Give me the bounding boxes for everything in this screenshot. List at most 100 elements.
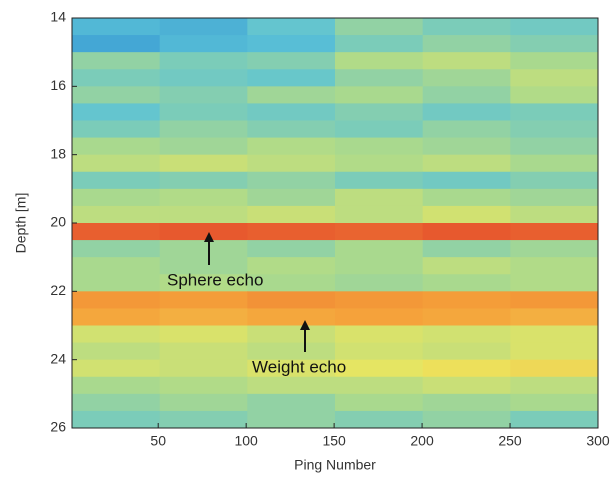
x-tick-label: 50 bbox=[150, 433, 166, 449]
heatmap-cell bbox=[72, 137, 161, 156]
heatmap-cell bbox=[422, 86, 511, 104]
heatmap-cell bbox=[510, 257, 599, 275]
heatmap-cell bbox=[159, 171, 248, 190]
heatmap-cell bbox=[247, 35, 336, 53]
heatmap-cell bbox=[159, 86, 248, 104]
heatmap-cell bbox=[510, 188, 599, 207]
heatmap-cell bbox=[510, 325, 599, 344]
annotation-arrowhead bbox=[204, 232, 214, 242]
heatmap-cell bbox=[72, 291, 161, 309]
annotation: Weight echo bbox=[252, 357, 346, 376]
heatmap-cell bbox=[247, 52, 336, 70]
heatmap-cell bbox=[510, 410, 599, 429]
heatmap-cell bbox=[335, 291, 424, 309]
heatmap-cell bbox=[422, 342, 511, 361]
heatmap-cell bbox=[247, 376, 336, 395]
heatmap bbox=[72, 18, 599, 429]
heatmap-cell bbox=[335, 35, 424, 53]
heatmap-cell bbox=[247, 342, 336, 361]
heatmap-cell bbox=[247, 410, 336, 429]
heatmap-cell bbox=[72, 52, 161, 70]
heatmap-cell bbox=[422, 154, 511, 173]
heatmap-cell bbox=[422, 137, 511, 156]
heatmap-cell bbox=[247, 188, 336, 207]
y-tick-label: 20 bbox=[50, 214, 66, 230]
heatmap-cell bbox=[422, 308, 511, 326]
heatmap-cell bbox=[159, 410, 248, 429]
heatmap-cell bbox=[422, 103, 511, 121]
heatmap-cell bbox=[72, 188, 161, 207]
heatmap-cell bbox=[159, 325, 248, 344]
heatmap-cell bbox=[247, 154, 336, 173]
heatmap-cell bbox=[159, 393, 248, 412]
y-tick-label: 16 bbox=[50, 77, 66, 93]
heatmap-cell bbox=[159, 223, 248, 241]
x-tick-label: 150 bbox=[322, 433, 346, 449]
heatmap-cell bbox=[159, 137, 248, 156]
annotation-arrowhead bbox=[300, 320, 310, 330]
x-tick-label: 250 bbox=[498, 433, 522, 449]
heatmap-cell bbox=[335, 308, 424, 326]
heatmap-cell bbox=[159, 18, 248, 36]
heatmap-cell bbox=[159, 291, 248, 309]
heatmap-cell bbox=[247, 120, 336, 139]
heatmap-cell bbox=[335, 120, 424, 139]
heatmap-cell bbox=[247, 257, 336, 275]
heatmap-cell bbox=[335, 137, 424, 156]
heatmap-cell bbox=[422, 240, 511, 258]
heatmap-cell bbox=[510, 291, 599, 309]
heatmap-cell bbox=[335, 274, 424, 292]
heatmap-cell bbox=[72, 359, 161, 378]
heatmap-cell bbox=[159, 308, 248, 326]
heatmap-cell bbox=[335, 154, 424, 173]
heatmap-cell bbox=[510, 103, 599, 121]
heatmap-cell bbox=[72, 171, 161, 190]
heatmap-cell bbox=[510, 18, 599, 36]
annotation: Sphere echo bbox=[167, 270, 263, 289]
heatmap-cell bbox=[510, 274, 599, 292]
heatmap-cell bbox=[422, 393, 511, 412]
heatmap-cell bbox=[510, 137, 599, 156]
heatmap-cell bbox=[72, 308, 161, 326]
heatmap-cell bbox=[335, 393, 424, 412]
heatmap-cell bbox=[247, 137, 336, 156]
heatmap-cell bbox=[247, 393, 336, 412]
heatmap-cell bbox=[72, 35, 161, 53]
heatmap-cell bbox=[422, 69, 511, 87]
y-tick-label: 14 bbox=[50, 9, 66, 25]
heatmap-cell bbox=[335, 257, 424, 275]
heatmap-cell bbox=[422, 410, 511, 429]
heatmap-cell bbox=[422, 188, 511, 207]
y-tick-label: 22 bbox=[50, 282, 66, 298]
heatmap-cell bbox=[422, 291, 511, 309]
heatmap-cell bbox=[422, 35, 511, 53]
heatmap-cell bbox=[159, 359, 248, 378]
heatmap-cell bbox=[72, 325, 161, 344]
heatmap-cell bbox=[422, 274, 511, 292]
heatmap-cell bbox=[247, 359, 336, 378]
heatmap-cell bbox=[247, 308, 336, 326]
heatmap-cell bbox=[159, 69, 248, 87]
heatmap-cell bbox=[72, 154, 161, 173]
heatmap-cell bbox=[159, 103, 248, 121]
heatmap-cell bbox=[72, 223, 161, 241]
heatmap-cell bbox=[247, 291, 336, 309]
x-axis-label: Ping Number bbox=[294, 457, 376, 473]
heatmap-cell bbox=[510, 154, 599, 173]
heatmap-cell bbox=[510, 393, 599, 412]
heatmap-cell bbox=[72, 410, 161, 429]
x-tick-label: 100 bbox=[234, 433, 258, 449]
heatmap-cell bbox=[422, 171, 511, 190]
heatmap-cell bbox=[247, 223, 336, 241]
heatmap-cell bbox=[247, 69, 336, 87]
heatmap-cell bbox=[72, 257, 161, 275]
heatmap-cell bbox=[510, 376, 599, 395]
heatmap-cell bbox=[72, 274, 161, 292]
heatmap-cell bbox=[510, 171, 599, 190]
y-tick-label: 26 bbox=[50, 419, 66, 435]
heatmap-cell bbox=[335, 205, 424, 224]
heatmap-cell bbox=[422, 223, 511, 241]
heatmap-cell bbox=[72, 376, 161, 395]
heatmap-cell bbox=[335, 325, 424, 344]
heatmap-cell bbox=[335, 69, 424, 87]
